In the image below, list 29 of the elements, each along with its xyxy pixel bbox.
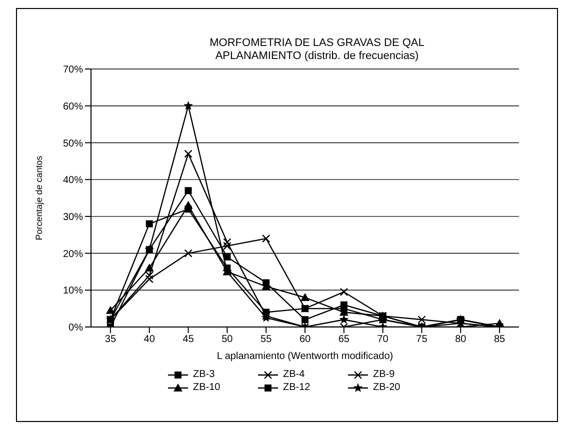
y-tick-label: 40% [62,175,84,186]
x-tick-label: 80 [455,334,467,346]
y-tick-label: 50% [62,138,84,150]
x-tick-label: 40 [144,334,156,346]
x-axis-title: L aplanamiento (Wentworth modificado) [216,351,394,362]
x-tick-label: 50 [222,334,234,346]
chart-title: MORFOMETRIA DE LAS GRAVAS DE QAL [208,37,426,50]
x-tick-label: 75 [416,334,428,346]
y-tick-label: 30% [62,212,84,223]
x-tick-label: 85 [494,334,506,346]
legend-label: ZB-9 [373,369,395,380]
y-tick-label: 70% [62,64,84,76]
x-tick-label: 35 [104,334,116,346]
legend-label: ZB-10 [193,382,220,393]
legend-label: ZB-12 [283,382,310,393]
x-tick-label: 60 [299,334,311,346]
y-tick-label: 0% [68,322,84,334]
legend-label: ZB-4 [283,369,305,380]
x-tick-label: 45 [182,334,194,346]
legend-label: ZB-20 [373,382,400,393]
legend-label: ZB-3 [193,369,215,380]
x-tick-label: 65 [338,334,350,346]
x-tick-label: 55 [260,334,272,346]
y-tick-label: 20% [62,248,84,260]
chart-subtitle: APLANAMIENTO (distrib. de frecuencias) [214,50,420,63]
y-axis-title: Porcentaje de cantos [34,155,44,240]
y-tick-label: 10% [62,286,84,297]
y-tick-label: 60% [62,101,84,112]
x-tick-label: 70 [377,334,389,346]
